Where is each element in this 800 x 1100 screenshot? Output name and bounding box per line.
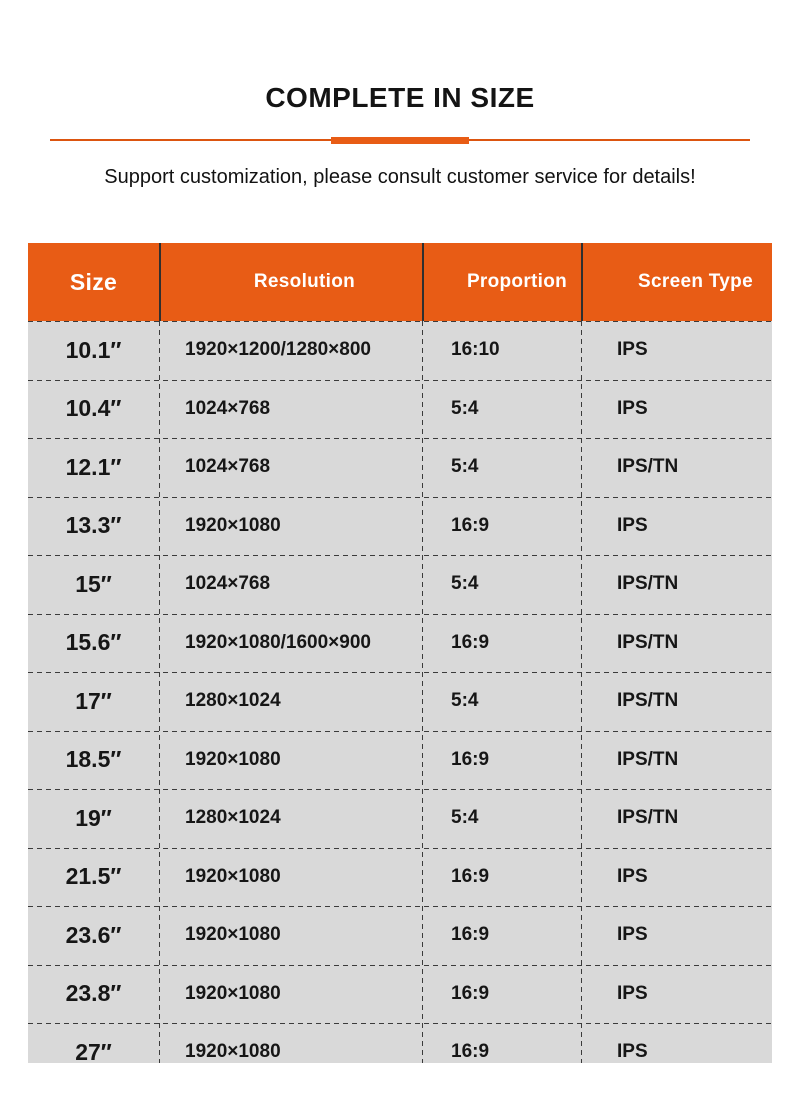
table-row: 15.6″ 1920×1080/1600×900 16:9 IPS/TN xyxy=(28,613,772,673)
table-body: 10.1″ 1920×1200/1280×800 16:10 IPS 10.4″… xyxy=(28,321,772,1063)
size-cell: 10.4″ xyxy=(65,395,122,422)
title-underline-accent xyxy=(331,137,469,144)
spec-table: Size Resolution Proportion Screen Type 1… xyxy=(28,243,772,1063)
size-cell: 13.3″ xyxy=(65,512,122,539)
header-cell-size: Size xyxy=(69,268,118,295)
table-row: 21.5″ 1920×1080 16:9 IPS xyxy=(28,847,772,907)
proportion-cell: 16:9 xyxy=(451,1041,490,1063)
column-divider xyxy=(159,321,160,1063)
proportion-cell: 16:9 xyxy=(451,748,490,770)
page-title: COMPLETE IN SIZE xyxy=(265,82,535,113)
table-header: Size Resolution Proportion Screen Type xyxy=(28,243,772,321)
table-row: 17″ 1280×1024 5:4 IPS/TN xyxy=(28,672,772,731)
column-divider xyxy=(422,321,423,1063)
table-row: 23.8″ 1920×1080 16:9 IPS xyxy=(28,964,772,1024)
resolution-cell: 1920×1080 xyxy=(185,982,281,1004)
table-row: 10.1″ 1920×1200/1280×800 16:10 IPS xyxy=(28,321,772,380)
proportion-cell: 5:4 xyxy=(451,573,479,595)
screen-type-cell: IPS/TN xyxy=(617,690,679,712)
column-divider xyxy=(581,321,582,1063)
screen-type-cell: IPS/TN xyxy=(617,807,679,829)
proportion-cell: 5:4 xyxy=(451,397,479,419)
proportion-cell: 16:9 xyxy=(451,982,490,1004)
size-cell: 23.8″ xyxy=(65,980,122,1007)
size-cell: 17″ xyxy=(75,687,112,714)
size-cell: 12.1″ xyxy=(65,453,122,480)
screen-type-cell: IPS/TN xyxy=(617,748,679,770)
screen-type-cell: IPS xyxy=(617,397,648,419)
screen-type-cell: IPS xyxy=(617,339,648,361)
screen-type-cell: IPS/TN xyxy=(617,631,679,653)
resolution-cell: 1920×1080 xyxy=(185,924,281,946)
resolution-cell: 1024×768 xyxy=(185,573,271,595)
screen-type-cell: IPS xyxy=(617,514,648,536)
resolution-cell: 1024×768 xyxy=(185,456,271,478)
table-row: 10.4″ 1024×768 5:4 IPS xyxy=(28,379,772,439)
header-cell-screen-type: Screen Type xyxy=(581,243,772,321)
table-row: 12.1″ 1024×768 5:4 IPS/TN xyxy=(28,438,772,497)
proportion-cell: 16:9 xyxy=(451,865,490,887)
resolution-cell: 1920×1080 xyxy=(185,748,281,770)
table-row: 15″ 1024×768 5:4 IPS/TN xyxy=(28,555,772,614)
screen-type-cell: IPS/TN xyxy=(617,456,679,478)
header-cell-proportion: Proportion xyxy=(422,243,581,321)
proportion-cell: 5:4 xyxy=(451,807,479,829)
screen-type-cell: IPS xyxy=(617,865,648,887)
proportion-cell: 16:9 xyxy=(451,631,490,653)
resolution-cell: 1024×768 xyxy=(185,397,271,419)
header-cell-resolution: Resolution xyxy=(159,243,422,321)
size-cell: 19″ xyxy=(75,804,112,831)
screen-type-cell: IPS xyxy=(617,1041,648,1063)
size-cell: 15″ xyxy=(75,570,112,597)
size-cell: 10.1″ xyxy=(65,336,122,363)
size-cell: 15.6″ xyxy=(65,629,122,656)
table-row: 19″ 1280×1024 5:4 IPS/TN xyxy=(28,789,772,848)
table-row: 13.3″ 1920×1080 16:9 IPS xyxy=(28,496,772,556)
table-row: 18.5″ 1920×1080 16:9 IPS/TN xyxy=(28,730,772,790)
resolution-cell: 1280×1024 xyxy=(185,807,281,829)
resolution-cell: 1920×1080 xyxy=(185,514,281,536)
screen-type-cell: IPS xyxy=(617,924,648,946)
page-subtitle: Support customization, please consult cu… xyxy=(104,166,696,188)
size-cell: 27″ xyxy=(75,1038,112,1063)
size-cell: 18.5″ xyxy=(65,746,122,773)
proportion-cell: 16:10 xyxy=(451,339,500,361)
proportion-cell: 16:9 xyxy=(451,514,490,536)
size-cell: 21.5″ xyxy=(65,863,122,890)
proportion-cell: 5:4 xyxy=(451,690,479,712)
table-row: 27″ 1920×1080 16:9 IPS xyxy=(28,1023,772,1063)
proportion-cell: 5:4 xyxy=(451,456,479,478)
resolution-cell: 1280×1024 xyxy=(185,690,281,712)
resolution-cell: 1920×1200/1280×800 xyxy=(185,339,371,361)
table-row: 23.6″ 1920×1080 16:9 IPS xyxy=(28,906,772,965)
resolution-cell: 1920×1080/1600×900 xyxy=(185,631,371,653)
proportion-cell: 16:9 xyxy=(451,924,490,946)
resolution-cell: 1920×1080 xyxy=(185,865,281,887)
screen-type-cell: IPS/TN xyxy=(617,573,679,595)
resolution-cell: 1920×1080 xyxy=(185,1041,281,1063)
size-cell: 23.6″ xyxy=(65,921,122,948)
screen-type-cell: IPS xyxy=(617,982,648,1004)
